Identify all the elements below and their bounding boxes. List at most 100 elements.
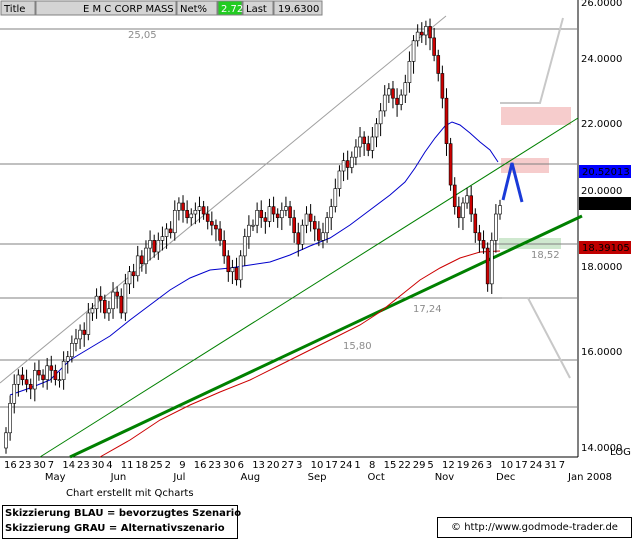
candle-body xyxy=(242,236,247,257)
x-month-label: Jan 2008 xyxy=(567,472,612,483)
candle-body xyxy=(457,206,461,219)
candle-body xyxy=(226,255,231,273)
candle-body xyxy=(370,136,375,151)
header-last-label: Last xyxy=(246,4,267,15)
forecast-blue-path xyxy=(501,162,524,203)
legend-blue-scenario: Skizzierung BLAU = bevorzugtes Szenario xyxy=(5,508,242,519)
x-tick-label: 23 xyxy=(208,460,221,471)
candle-body xyxy=(61,360,66,380)
candle-body xyxy=(160,236,165,241)
price-box-last-value: 19.6300 xyxy=(582,199,623,210)
y-tick-label: 22.0000 xyxy=(581,119,622,130)
x-tick-label: 8 xyxy=(369,460,375,471)
candle-body xyxy=(317,228,321,241)
source-link[interactable]: © http://www.godmode-trader.de xyxy=(437,517,632,538)
x-tick-label: 29 xyxy=(413,460,426,471)
candle-body xyxy=(65,356,70,362)
candle-body xyxy=(197,206,202,211)
x-tick-label: 10 xyxy=(500,460,513,471)
x-tick-label: 5 xyxy=(427,460,433,471)
x-tick-label: 30 xyxy=(223,460,236,471)
source-url: http://www.godmode-trader.de xyxy=(464,522,618,533)
candle-body xyxy=(345,160,350,168)
sma-blue-line xyxy=(9,121,499,396)
candle-body xyxy=(452,184,457,207)
candle-body xyxy=(267,206,272,222)
candle-body xyxy=(218,228,222,241)
y-tick-label: 26.0000 xyxy=(581,0,622,9)
x-tick-label: 2 xyxy=(165,460,171,471)
candle-body xyxy=(440,73,445,99)
candle-body xyxy=(407,61,412,83)
candle-body xyxy=(189,213,194,219)
candle-body xyxy=(86,312,91,335)
chart-credit: Chart erstellt mit Qcharts xyxy=(66,488,194,499)
header-symbol-cell xyxy=(35,0,177,16)
level-annotation-17-24: 17,24 xyxy=(413,304,442,315)
candle-body xyxy=(131,271,136,277)
candle-body xyxy=(214,224,218,230)
candle-body xyxy=(292,217,296,234)
candle-body xyxy=(498,205,502,215)
candle-body xyxy=(177,202,181,211)
candle-body xyxy=(329,206,334,219)
candle-body xyxy=(185,210,189,219)
candle-body xyxy=(308,213,313,222)
level-annotation-15-80: 15,80 xyxy=(343,341,372,352)
candle-body xyxy=(28,384,33,390)
candle-body xyxy=(24,379,29,385)
candle-body xyxy=(135,255,140,277)
x-tick-label: 20 xyxy=(267,460,280,471)
candle-body xyxy=(325,217,329,234)
x-tick-label: 7 xyxy=(559,460,565,471)
x-tick-label: 7 xyxy=(48,460,54,471)
header-net-value: 2.72 xyxy=(221,4,243,15)
header-title-label: Title xyxy=(3,4,25,15)
y-tick-label: 16.0000 xyxy=(581,347,622,358)
candle-body xyxy=(115,291,119,297)
x-axis: 16 23 30 7 14 23 30 4 11 18 25 2 9 16 23 30 6 13 20 27 3 10 17… xyxy=(4,460,612,483)
candle-body xyxy=(288,206,292,219)
scenario-legend: Skizzierung BLAU = bevorzugtes Szenario … xyxy=(2,505,242,539)
candle-body xyxy=(16,374,21,385)
x-tick-label: 17 xyxy=(325,460,338,471)
candle-body xyxy=(20,374,25,380)
candle-body xyxy=(251,224,255,227)
candle-body xyxy=(8,403,12,434)
candle-body xyxy=(419,31,424,36)
x-tick-label: 24 xyxy=(340,460,353,471)
candle-body xyxy=(411,40,416,62)
x-tick-label: 3 xyxy=(296,460,302,471)
x-tick-label: 18 xyxy=(135,460,148,471)
candle-body xyxy=(205,213,210,222)
header-net-label-cell xyxy=(176,0,218,16)
candle-body xyxy=(337,170,342,189)
candle-body xyxy=(49,365,54,371)
candle-body xyxy=(477,232,482,241)
candle-body xyxy=(140,255,144,265)
candle-body xyxy=(33,370,37,390)
candle-body xyxy=(424,26,428,36)
x-tick-label: 16 xyxy=(194,460,207,471)
candlestick-series xyxy=(4,18,502,454)
x-tick-label: 1 xyxy=(354,460,360,471)
candle-body xyxy=(201,206,206,215)
price-box-sma-blue-value: 20.52013 xyxy=(582,167,630,178)
candle-body xyxy=(181,202,185,211)
candle-body xyxy=(415,31,420,42)
candle-body xyxy=(494,213,498,241)
candle-body xyxy=(312,221,317,230)
x-tick-label: 16 xyxy=(4,460,17,471)
candle-body xyxy=(168,228,173,234)
resistance-zone-lower xyxy=(501,158,549,173)
candle-body xyxy=(271,206,276,215)
candle-body xyxy=(341,160,346,172)
candle-body xyxy=(395,97,399,105)
candle-body xyxy=(275,213,280,219)
candle-body xyxy=(57,379,62,381)
x-tick-label: 6 xyxy=(238,460,244,471)
y-tick-label: 14.0000 xyxy=(581,443,622,454)
y-axis: 26.0000 24.0000 22.0000 20.0000 18.0000 … xyxy=(581,0,631,458)
